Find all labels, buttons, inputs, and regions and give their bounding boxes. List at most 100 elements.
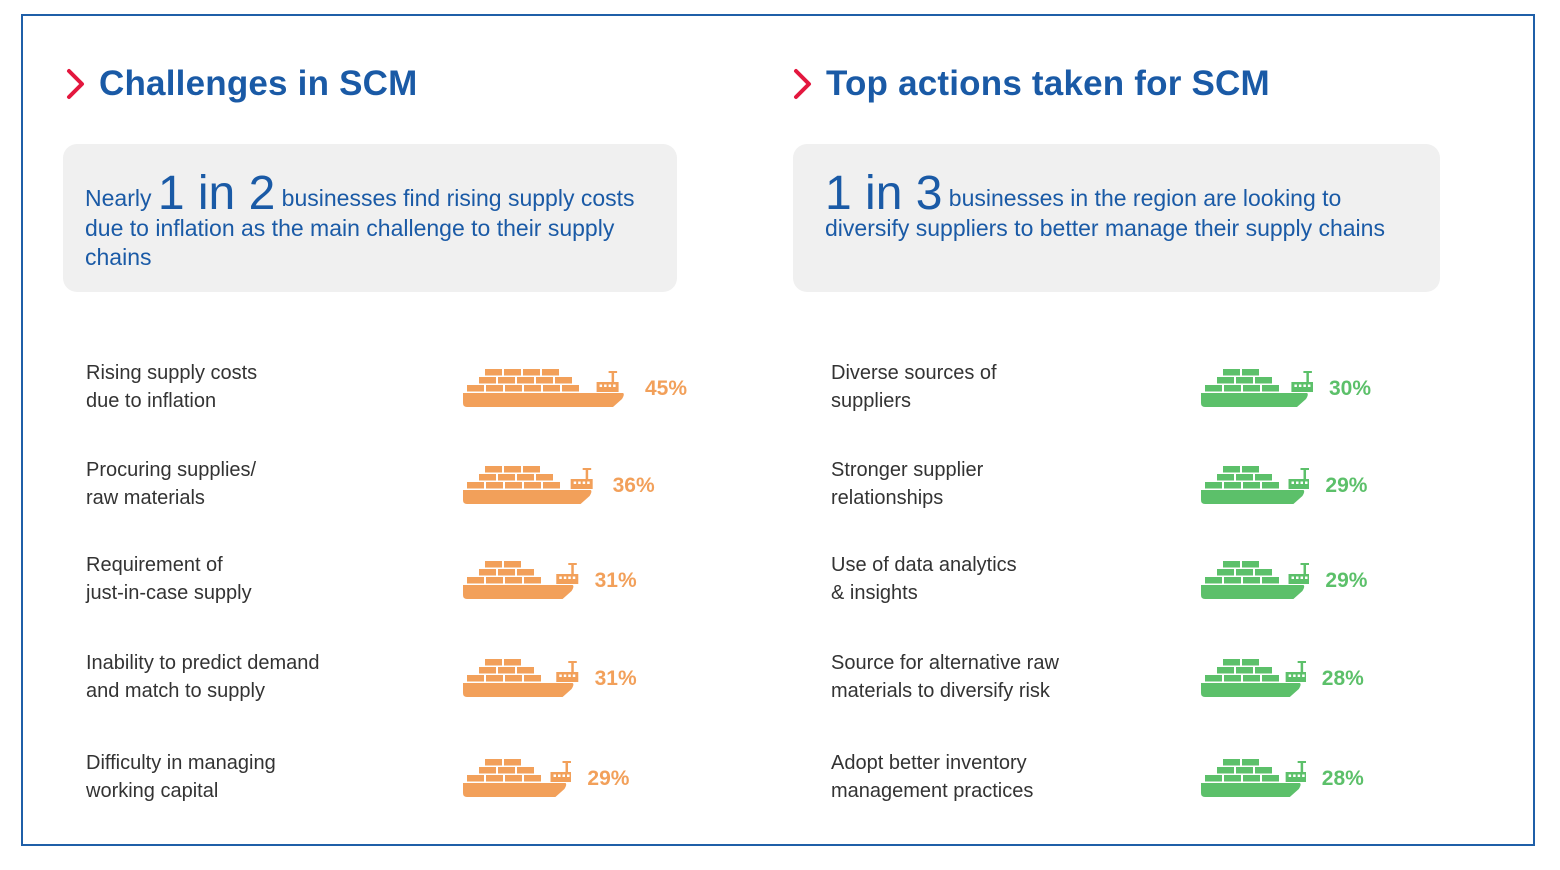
ship-bar	[463, 755, 573, 804]
ship-bar	[463, 655, 579, 704]
ship-cabin	[570, 479, 593, 489]
cabin-window	[1300, 576, 1304, 579]
ship-hull	[463, 585, 574, 599]
container-block	[543, 482, 560, 489]
container-block	[1223, 561, 1240, 568]
cabin-window	[1293, 674, 1296, 677]
ship-bar	[1201, 655, 1308, 704]
ship-hull	[463, 490, 592, 504]
ship-bar	[463, 365, 629, 414]
cabin-window	[1296, 576, 1299, 579]
container-block	[1217, 569, 1234, 576]
ship-mast	[1303, 469, 1307, 480]
callout-post: businesses find rising supply costs due …	[85, 185, 635, 270]
container-block	[523, 466, 540, 473]
chart-row: Procuring supplies/ raw materials 36%	[86, 456, 786, 516]
container-block	[1242, 561, 1259, 568]
ship-mast-top	[608, 371, 618, 373]
container-block	[498, 667, 515, 674]
cabin-window	[599, 384, 603, 387]
cabin-window	[559, 576, 562, 579]
container-block	[467, 675, 484, 682]
chart-row: Adopt better inventory management practi…	[831, 749, 1531, 809]
ship-icon	[463, 369, 624, 407]
container-block	[1217, 667, 1234, 674]
container-block	[467, 775, 484, 782]
chart-row: Diverse sources of suppliers 30%	[831, 359, 1531, 419]
bar-0-4	[463, 759, 573, 797]
ship-cabin	[550, 772, 573, 782]
cabin-window	[1302, 674, 1305, 677]
container-block	[517, 667, 534, 674]
container-block	[1255, 767, 1272, 774]
container-block	[1236, 667, 1253, 674]
container-block	[536, 474, 553, 481]
bar-1-1	[1201, 466, 1311, 504]
cabin-window	[1291, 481, 1295, 484]
container-block	[1205, 675, 1222, 682]
ship-icon	[463, 659, 579, 697]
ship-mast-top	[568, 563, 577, 565]
cabin-window	[587, 481, 590, 484]
bar-1-0	[1201, 369, 1314, 407]
container-block	[467, 385, 484, 392]
value-label: 31%	[594, 667, 637, 690]
ship-icon	[1201, 759, 1308, 797]
container-block	[1242, 759, 1259, 766]
container-block	[1217, 474, 1234, 481]
container-block	[485, 561, 502, 568]
infographic-frame: Challenges in SCM Nearly 1 in 2 business…	[21, 14, 1535, 846]
container-block	[1262, 482, 1279, 489]
ship-icon	[1201, 466, 1311, 504]
chart-row: Inability to predict demand and match to…	[86, 649, 786, 709]
cabin-window	[582, 481, 586, 484]
container-block	[562, 385, 579, 392]
ship-icon	[463, 561, 579, 599]
container-block	[1223, 759, 1240, 766]
container-block	[1243, 482, 1260, 489]
container-block	[1242, 369, 1259, 376]
container-block	[486, 577, 503, 584]
cabin-window	[1296, 481, 1299, 484]
container-block	[1205, 577, 1222, 584]
bar-1-4	[1201, 759, 1308, 797]
ship-cabin	[1285, 672, 1308, 682]
cabin-window	[568, 576, 571, 579]
ship-hull	[1201, 585, 1305, 599]
category-label: Difficulty in managing working capital	[86, 752, 276, 802]
ship-mast	[1306, 372, 1309, 383]
cabin-window	[568, 674, 571, 677]
container-block	[517, 767, 534, 774]
container-block	[1224, 577, 1241, 584]
ship-icon	[463, 466, 593, 504]
container-block	[479, 569, 496, 576]
bar-0-0	[463, 369, 624, 407]
section-title: Challenges in SCM	[99, 64, 418, 103]
container-block	[1255, 569, 1272, 576]
container-block	[1262, 385, 1279, 392]
container-block	[524, 482, 541, 489]
container-block	[1255, 474, 1272, 481]
container-block	[1255, 667, 1272, 674]
container-block	[498, 377, 515, 384]
container-block	[1223, 659, 1240, 666]
ship-icon	[463, 759, 573, 797]
bar-0-2	[463, 561, 579, 599]
ship-cabin	[596, 382, 619, 392]
container-block	[1205, 385, 1222, 392]
bar-0-1	[463, 466, 593, 504]
container-block	[479, 474, 496, 481]
value-label: 29%	[1325, 474, 1368, 497]
ship-mast	[611, 372, 615, 383]
cabin-window	[1288, 774, 1292, 777]
ship-hull	[463, 683, 574, 697]
container-block	[504, 561, 521, 568]
ship-bar	[1201, 462, 1311, 511]
container-block	[1223, 466, 1240, 473]
chevron-right-icon	[794, 69, 811, 99]
cabin-window	[562, 774, 566, 777]
ship-mast	[1300, 662, 1304, 673]
container-block	[1243, 385, 1260, 392]
ship-mast-top	[1297, 661, 1307, 663]
ship-hull	[1201, 783, 1301, 797]
